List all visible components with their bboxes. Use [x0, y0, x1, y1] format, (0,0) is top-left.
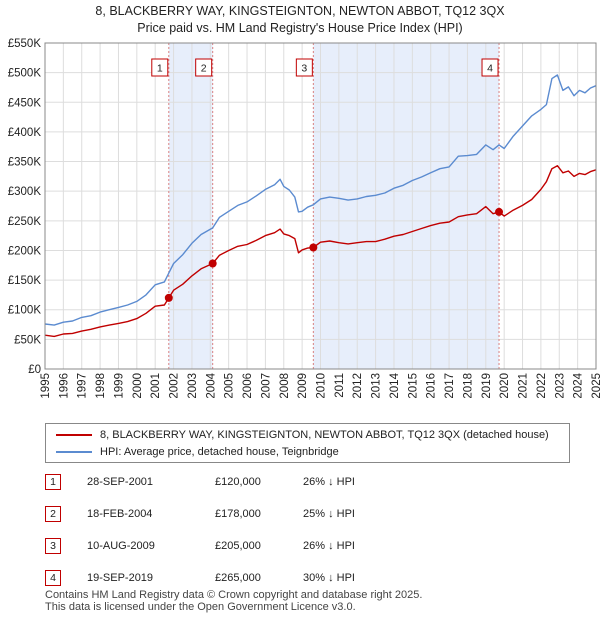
- footer-copyright: Contains HM Land Registry data © Crown c…: [45, 589, 423, 601]
- x-tick-label: 2009: [297, 373, 309, 399]
- x-tick-label: 1997: [77, 373, 89, 399]
- y-tick-label: £150K: [8, 275, 42, 287]
- x-tick-label: 2015: [407, 373, 419, 399]
- y-tick-label: £0: [28, 364, 41, 376]
- legend-item-hpi: HPI: Average price, detached house, Teig…: [56, 444, 339, 460]
- footer: Contains HM Land Registry data © Crown c…: [45, 589, 422, 613]
- sale-number-label: 2: [201, 63, 207, 75]
- sale-number-label: 3: [301, 63, 307, 75]
- x-tick-label: 2012: [352, 373, 364, 399]
- x-tick-label: 2004: [205, 372, 217, 398]
- y-tick-label: £300K: [8, 186, 42, 198]
- y-tick-label: £50K: [14, 334, 41, 346]
- y-tick-label: £200K: [8, 245, 42, 257]
- sale-point: [309, 243, 318, 252]
- x-tick-label: 2006: [242, 373, 254, 399]
- y-tick-label: £450K: [8, 97, 42, 109]
- y-tick-label: £250K: [8, 216, 42, 228]
- sale-hpi-diff: 25% ↓ HPI: [303, 508, 355, 520]
- chart-title: 8, BLACKBERRY WAY, KINGSTEIGNTON, NEWTON…: [0, 3, 600, 37]
- sale-number-badge: 1: [45, 474, 61, 490]
- sale-point: [164, 293, 173, 302]
- footer-licence: This data is licensed under the Open Gov…: [45, 601, 356, 613]
- sale-number-label: 1: [157, 63, 163, 75]
- x-tick-label: 1998: [95, 373, 107, 399]
- plot-frame: [44, 42, 597, 370]
- sale-number-box: [195, 58, 213, 77]
- legend-swatch-price: [56, 434, 92, 437]
- x-tick-label: 2013: [371, 373, 383, 399]
- x-tick-label: 2003: [187, 373, 199, 399]
- y-tick-label: £350K: [8, 157, 42, 169]
- y-tick-label: £550K: [8, 38, 42, 50]
- sale-number-badge: 2: [45, 506, 61, 522]
- x-tick-label: 2016: [426, 373, 438, 399]
- x-tick-label: 2019: [481, 373, 493, 399]
- sale-date: 19-SEP-2019: [87, 572, 154, 584]
- x-tick-label: 2002: [169, 373, 181, 399]
- sale-point: [208, 259, 217, 268]
- legend-item-price: 8, BLACKBERRY WAY, KINGSTEIGNTON, NEWTON…: [56, 427, 549, 443]
- chart-title-line2: Price paid vs. HM Land Registry's House …: [137, 21, 463, 35]
- x-tick-label: 2024: [573, 372, 585, 398]
- x-tick-label: 2021: [518, 373, 530, 399]
- sale-number-badge: 4: [45, 570, 61, 586]
- x-tick-label: 2005: [224, 373, 236, 399]
- x-tick-label: 2018: [462, 373, 474, 399]
- legend-swatch-hpi: [56, 451, 92, 454]
- x-tick-label: 2010: [316, 373, 328, 399]
- x-tick-label: 2001: [150, 373, 162, 399]
- sale-hpi-diff: 26% ↓ HPI: [303, 476, 355, 488]
- sale-date: 18-FEB-2004: [87, 508, 153, 520]
- sale-date: 28-SEP-2001: [87, 476, 154, 488]
- legend-label-price: 8, BLACKBERRY WAY, KINGSTEIGNTON, NEWTON…: [100, 429, 549, 441]
- sale-point: [495, 207, 504, 216]
- legend: 8, BLACKBERRY WAY, KINGSTEIGNTON, NEWTON…: [45, 423, 570, 463]
- x-tick-label: 2020: [499, 373, 511, 399]
- y-tick-label: £100K: [8, 305, 42, 317]
- y-tick-label: £400K: [8, 127, 42, 139]
- sale-number-badge: 3: [45, 538, 61, 554]
- chart-title-line1: 8, BLACKBERRY WAY, KINGSTEIGNTON, NEWTON…: [95, 4, 505, 18]
- sale-hpi-diff: 26% ↓ HPI: [303, 540, 355, 552]
- sale-price: £120,000: [215, 476, 261, 488]
- x-tick-label: 2022: [536, 373, 548, 399]
- sale-price: £265,000: [215, 572, 261, 584]
- table-row: 2 18-FEB-2004 £178,000 25% ↓ HPI: [45, 504, 445, 524]
- x-tick-label: 1996: [58, 373, 70, 399]
- table-row: 4 19-SEP-2019 £265,000 30% ↓ HPI: [45, 568, 445, 588]
- x-tick-label: 2025: [591, 373, 600, 399]
- y-tick-label: £500K: [8, 68, 42, 80]
- x-tick-label: 2011: [334, 373, 346, 398]
- x-tick-label: 2014: [389, 372, 401, 398]
- sale-number-label: 4: [487, 63, 493, 75]
- legend-label-hpi: HPI: Average price, detached house, Teig…: [100, 446, 339, 458]
- sale-price: £205,000: [215, 540, 261, 552]
- x-tick-label: 1999: [113, 373, 125, 399]
- x-tick-label: 2023: [554, 373, 566, 399]
- table-row: 1 28-SEP-2001 £120,000 26% ↓ HPI: [45, 472, 445, 492]
- x-tick-label: 2017: [444, 373, 456, 399]
- x-tick-label: 2007: [260, 373, 272, 399]
- x-tick-label: 2000: [132, 373, 144, 399]
- sale-price: £178,000: [215, 508, 261, 520]
- sale-hpi-diff: 30% ↓ HPI: [303, 572, 355, 584]
- price-paid-line: [44, 165, 597, 338]
- sale-number-box: [151, 58, 169, 77]
- price-chart: 1 2 3 4 £0 £50K £100K £150K £200K £250K £300K £350K…: [8, 38, 600, 399]
- hpi-line: [44, 74, 597, 326]
- shaded-range-1: [168, 43, 213, 369]
- x-tick-label: 1995: [40, 373, 52, 399]
- table-row: 3 10-AUG-2009 £205,000 26% ↓ HPI: [45, 536, 445, 556]
- sale-number-box: [295, 58, 313, 77]
- sale-date: 10-AUG-2009: [87, 540, 155, 552]
- x-tick-label: 2008: [279, 373, 291, 399]
- sale-number-box: [481, 58, 499, 77]
- shaded-range-2: [313, 43, 500, 369]
